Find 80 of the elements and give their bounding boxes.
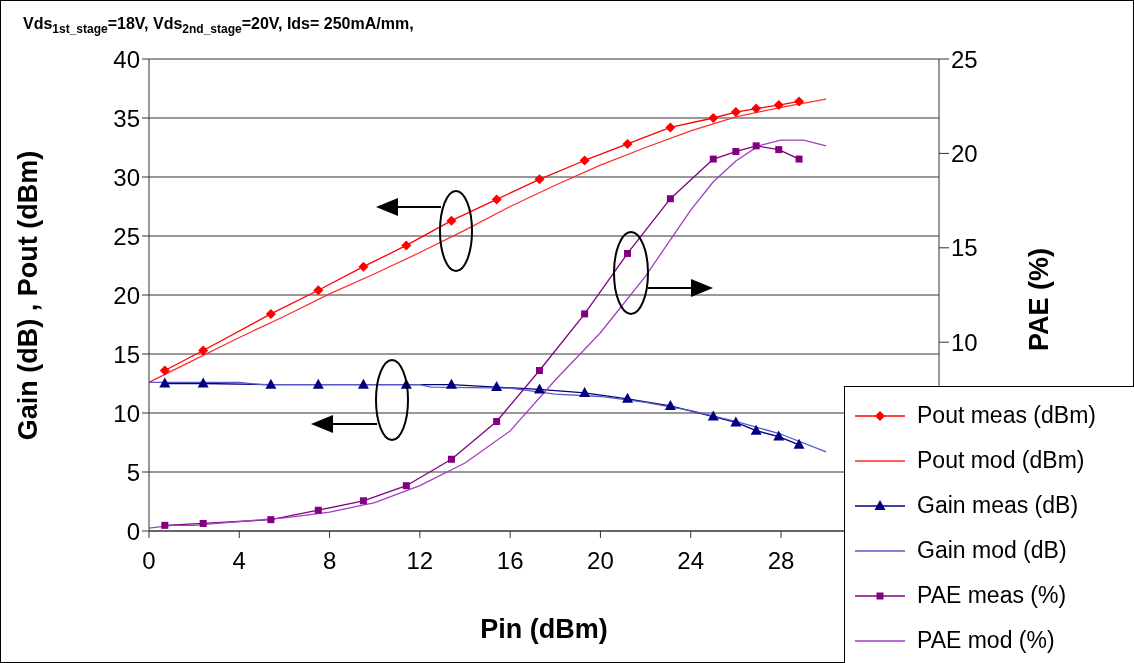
- point: [199, 519, 207, 527]
- point: [793, 438, 805, 449]
- y-tick-label: 5: [126, 458, 140, 486]
- point: [197, 377, 209, 388]
- point: [267, 516, 275, 524]
- point: [491, 381, 503, 392]
- point: [581, 310, 589, 318]
- x-tick-label: 16: [496, 547, 524, 575]
- point: [535, 367, 543, 375]
- point: [730, 416, 742, 427]
- point: [579, 386, 591, 397]
- y2-tick-label: 25: [951, 45, 978, 73]
- point: [359, 497, 367, 505]
- point: [579, 155, 590, 166]
- y-tick-label: 15: [113, 340, 140, 368]
- point: [664, 399, 676, 410]
- point: [666, 195, 674, 203]
- y-tick-label: 0: [126, 517, 140, 545]
- y2-tick-label: 20: [951, 139, 978, 167]
- legend-label: Gain mod (dB): [917, 537, 1067, 564]
- point: [357, 378, 369, 389]
- y-tick-label: 10: [113, 399, 140, 427]
- point: [265, 378, 277, 389]
- point: [732, 148, 740, 156]
- y-axis-title: Gain (dB) , Pout (dBm): [13, 150, 44, 440]
- y-tick-label: 30: [113, 163, 140, 191]
- point: [358, 261, 369, 272]
- point: [730, 107, 741, 118]
- y2-axis-title: PAE (%): [1023, 247, 1054, 351]
- point: [752, 142, 760, 150]
- point: [401, 240, 412, 251]
- point: [446, 215, 457, 226]
- y-tick-label: 35: [113, 104, 140, 132]
- point: [665, 122, 676, 133]
- point: [493, 418, 501, 425]
- point: [445, 378, 457, 389]
- point: [447, 455, 455, 463]
- point: [775, 146, 783, 154]
- x-axis-title: Pin (dBm): [480, 614, 608, 644]
- point: [794, 96, 805, 107]
- point: [198, 345, 209, 356]
- legend-label: Pout meas (dBm): [917, 402, 1096, 429]
- point: [709, 155, 717, 163]
- chart-title: Vds$_{1st_stage}$=18V, Vds$_{2nd_stage}$=20V, Ids= 250mA/mm,: [23, 15, 414, 37]
- point: [707, 410, 719, 421]
- point: [491, 194, 502, 205]
- point: [773, 430, 785, 441]
- x-tick-label: 12: [406, 547, 434, 575]
- point: [313, 285, 324, 296]
- x-tick-label: 8: [322, 547, 337, 575]
- y2-tick-label: 15: [951, 234, 978, 262]
- point: [161, 521, 169, 529]
- x-tick-label: 20: [587, 547, 614, 575]
- point: [751, 103, 762, 114]
- point: [773, 100, 784, 111]
- point: [624, 249, 632, 257]
- point: [750, 424, 762, 435]
- x-tick-label: 4: [232, 547, 246, 575]
- point: [159, 365, 170, 376]
- y2-tick-label: 10: [951, 328, 978, 356]
- point: [265, 308, 276, 319]
- x-tick-label: 28: [767, 547, 795, 575]
- point: [312, 378, 324, 389]
- point: [533, 383, 545, 394]
- legend-label: PAE meas (%): [917, 582, 1067, 609]
- y-tick-label: 20: [113, 281, 140, 309]
- legend-label: PAE mod (%): [917, 627, 1055, 654]
- point: [622, 138, 633, 149]
- point: [534, 174, 545, 185]
- y-tick-label: 40: [113, 45, 140, 73]
- point: [402, 482, 410, 490]
- point: [622, 392, 634, 403]
- legend-label: Pout mod (dBm): [917, 447, 1085, 474]
- y-tick-label: 25: [113, 222, 140, 250]
- point: [795, 155, 803, 163]
- x-tick-label: 24: [677, 547, 705, 575]
- legend-label: Gain meas (dB): [917, 492, 1079, 519]
- point: [159, 377, 171, 388]
- point: [314, 506, 322, 514]
- point: [708, 113, 719, 123]
